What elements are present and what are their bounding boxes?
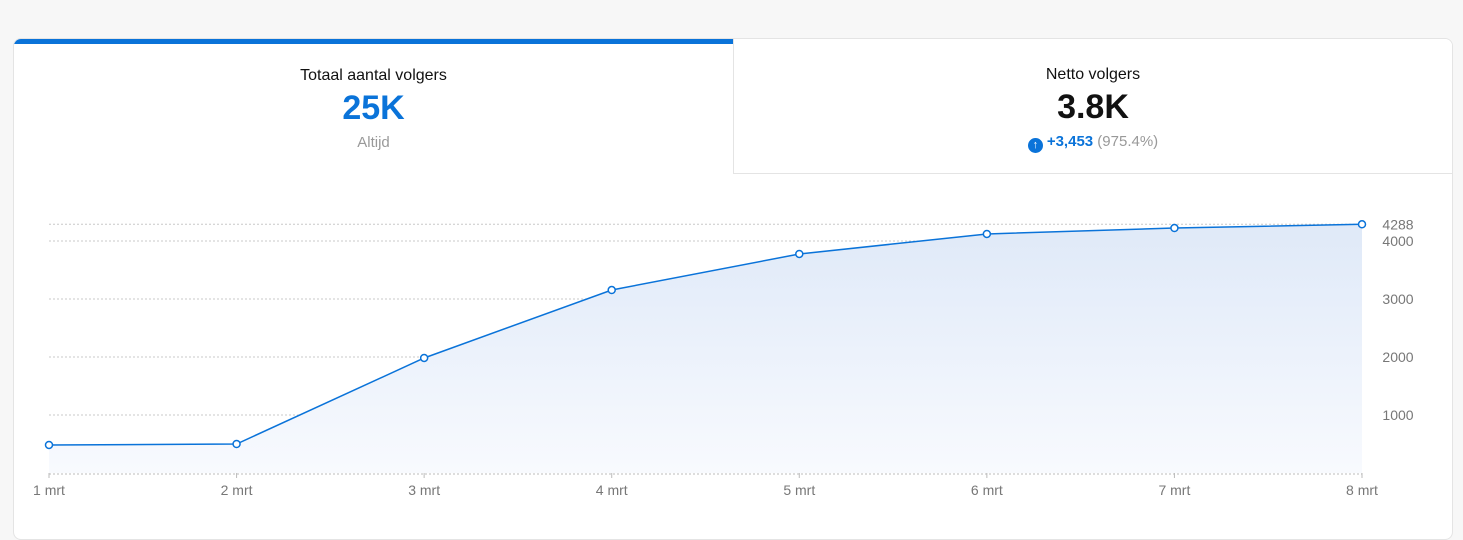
tab-net-followers[interactable]: Netto volgers 3.8K ↑ +3,453 (975.4%): [733, 39, 1452, 174]
series-line: [48, 223, 1363, 446]
y-tick-label: 1000: [1382, 407, 1413, 423]
metric-title: Totaal aantal volgers: [300, 67, 447, 84]
tab-total-followers[interactable]: Totaal aantal volgers 25K Altijd: [14, 39, 733, 174]
data-point: [982, 229, 992, 239]
arrow-up-icon: ↑: [1027, 138, 1043, 153]
x-tick-label: 5 mrt: [783, 482, 815, 498]
x-tick-label: 7 mrt: [1158, 482, 1190, 498]
data-point: [1357, 220, 1367, 229]
data-point: [232, 439, 241, 449]
x-tick-label: 8 mrt: [1346, 482, 1378, 498]
x-tick-label: 3 mrt: [408, 482, 440, 498]
x-tick-label: 2 mrt: [221, 482, 253, 498]
metric-change: +3,453: [1046, 133, 1094, 150]
data-point: [1170, 223, 1179, 233]
metric-title: Netto volgers: [1045, 66, 1141, 83]
x-tick-label: 1 mrt: [33, 482, 65, 498]
data-point: [44, 440, 54, 450]
metric-period: Altijd: [357, 134, 390, 151]
metric-value: 3.8K: [1057, 88, 1129, 126]
metric-percent: (975.4%): [1097, 133, 1159, 150]
y-tick-label: 2000: [1382, 349, 1413, 365]
data-point: [419, 353, 429, 363]
y-tick-label: 4000: [1382, 233, 1413, 249]
y-tick-label: 4288: [1382, 216, 1413, 232]
area-fill: [49, 224, 1362, 473]
metric-value: 25K: [342, 89, 405, 127]
data-point: [795, 249, 804, 259]
data-point: [607, 285, 616, 295]
x-tick-label: 4 mrt: [596, 482, 628, 498]
y-tick-label: 3000: [1382, 291, 1413, 307]
x-tick-label: 6 mrt: [971, 482, 1003, 498]
